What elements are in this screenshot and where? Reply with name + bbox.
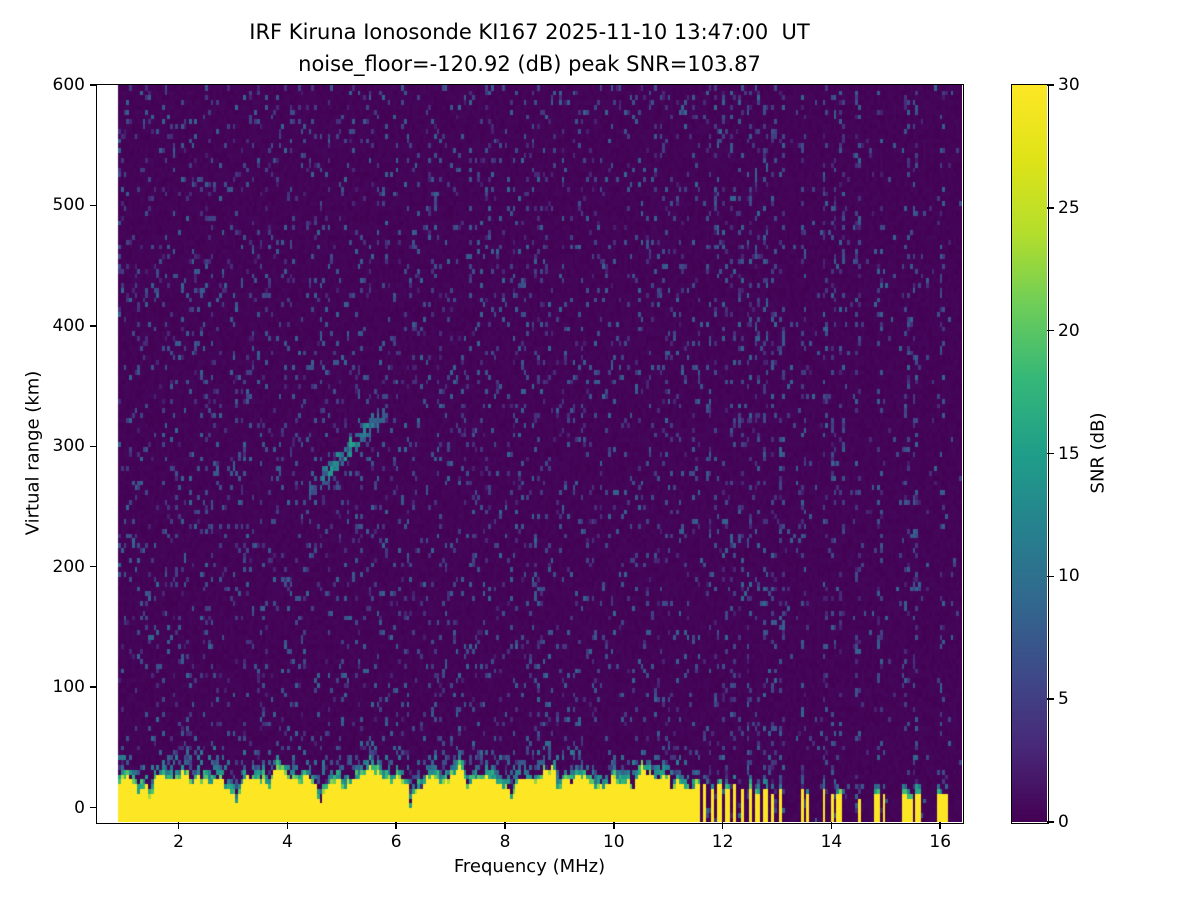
y-tick-label: 200 xyxy=(52,556,85,577)
x-tick-label: 8 xyxy=(499,832,511,852)
x-tick-mark xyxy=(830,822,833,829)
y-tick-label: 400 xyxy=(52,315,85,336)
x-tick-label: 10 xyxy=(602,832,625,852)
x-tick-label: 16 xyxy=(929,832,952,852)
y-tick-mark xyxy=(90,325,97,327)
x-tick-label: 14 xyxy=(820,832,843,852)
colorbar-tick-label: 25 xyxy=(1058,197,1080,218)
colorbar-tick-label: 30 xyxy=(1058,75,1080,95)
x-tick-mark xyxy=(504,822,506,829)
x-tick-mark xyxy=(177,822,180,829)
colorbar-tick-mark xyxy=(1047,207,1054,209)
x-tick-mark xyxy=(395,822,397,829)
colorbar-frame xyxy=(1010,83,1049,824)
x-tick-label: 12 xyxy=(711,832,734,852)
colorbar-tick-mark xyxy=(1047,452,1054,455)
chart-title: IRF Kiruna Ionosonde KI167 2025-11-10 13… xyxy=(249,20,810,44)
y-tick-label: 600 xyxy=(52,75,85,95)
y-tick-label: 100 xyxy=(52,677,85,698)
y-tick-mark xyxy=(90,565,97,568)
colorbar-tick-mark xyxy=(1047,821,1054,823)
ionogram-heatmap xyxy=(96,84,962,822)
colorbar-tick-label: 5 xyxy=(1058,689,1069,710)
colorbar-tick-mark xyxy=(1047,698,1054,700)
x-tick-mark xyxy=(286,822,289,829)
x-tick-label: 6 xyxy=(390,832,402,852)
y-tick-mark xyxy=(90,204,97,207)
x-axis-label: Frequency (MHz) xyxy=(453,856,606,877)
x-tick-mark xyxy=(939,822,941,829)
colorbar-tick-label: 0 xyxy=(1058,812,1069,832)
x-tick-mark xyxy=(613,822,615,829)
y-tick-mark xyxy=(90,806,97,809)
colorbar-tick-mark xyxy=(1047,329,1054,332)
colorbar-tick-label: 10 xyxy=(1058,566,1080,587)
chart-subtitle: noise_floor=-120.92 (dB) peak SNR=103.87 xyxy=(298,52,761,76)
y-tick-mark xyxy=(90,84,97,86)
y-tick-label: 300 xyxy=(52,436,85,457)
y-tick-mark xyxy=(90,445,97,448)
colorbar-tick-label: 15 xyxy=(1058,443,1080,464)
colorbar-tick-label: 20 xyxy=(1058,320,1080,341)
colorbar-tick-mark xyxy=(1047,84,1054,86)
colorbar-tick-mark xyxy=(1047,575,1054,578)
y-tick-mark xyxy=(90,686,97,688)
y-tick-label: 500 xyxy=(52,195,85,216)
y-tick-label: 0 xyxy=(74,797,85,818)
x-tick-mark xyxy=(721,822,724,829)
x-tick-label: 4 xyxy=(281,832,293,852)
colorbar-gradient xyxy=(1011,84,1047,822)
plot-axes-frame xyxy=(95,83,964,824)
x-tick-label: 2 xyxy=(173,832,184,852)
